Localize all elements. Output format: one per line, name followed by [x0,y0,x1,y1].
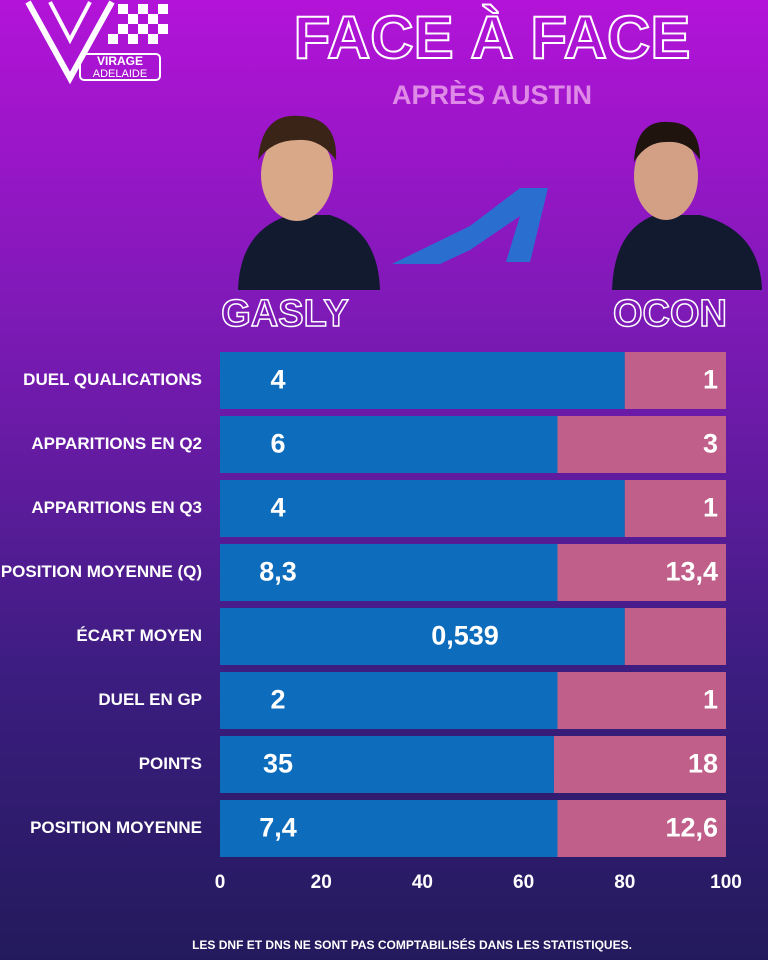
category-label: POSITION MOYENNE (Q) [1,562,202,581]
value-label: 2 [270,685,285,715]
bar-segment [220,672,558,729]
bar-segment [624,608,726,665]
bar-segment [220,352,625,409]
logo [25,0,168,85]
bar-segment [220,544,558,601]
bar-segment [557,672,726,729]
value-label: 3 [703,429,718,459]
chart-subtitle: APRÈS AUSTIN [392,79,592,110]
driver-photo [238,115,380,290]
bar-segment [557,544,726,601]
bar-segment [220,608,625,665]
value-label: 8,3 [259,557,297,587]
x-tick-label: 20 [311,872,332,893]
value-label: 35 [263,749,293,779]
footnote: LES DNF ET DNS NE SONT PAS COMPTABILISÉS… [192,937,632,952]
bar-segment [624,352,726,409]
bar-segment [624,480,726,537]
value-label: 4 [270,493,285,523]
value-label: 18 [688,749,718,779]
alpine-logo [392,188,548,264]
driver-photo [612,121,762,290]
bar-segment [220,480,625,537]
x-tick-label: 100 [710,872,742,893]
brand-city: ADELAIDE [93,68,147,80]
category-label: DUEL QUALICATIONS [23,370,202,389]
legend-label: OCON [613,293,727,335]
category-label: DUEL EN GP [98,690,202,709]
value-label: 13,4 [665,557,718,587]
legend-label: GASLY [221,293,348,335]
x-tick-label: 60 [513,872,534,893]
bar-segment [557,416,726,473]
bar-segment [553,736,726,793]
bar-segment [220,416,558,473]
category-label: POINTS [139,754,202,773]
category-label: ÉCART MOYEN [76,626,202,645]
bar-segment [557,800,726,857]
value-label: 1 [703,493,718,523]
value-label: 7,4 [259,813,297,843]
bar-segment [220,736,554,793]
value-label: 6 [270,429,285,459]
value-label: 4 [270,365,285,395]
brand-name: VIRAGE [97,54,143,68]
chart-title: FACE À FACE [294,4,691,71]
category-label: APPARITIONS EN Q3 [31,498,202,517]
category-label: APPARITIONS EN Q2 [31,434,202,453]
value-label: 12,6 [665,813,718,843]
x-tick-label: 0 [215,872,226,893]
category-label: POSITION MOYENNE [30,818,202,837]
value-label: 1 [703,685,718,715]
x-tick-label: 80 [614,872,635,893]
bar-segment [220,800,558,857]
value-label: 1 [703,365,718,395]
value-label: 0,539 [431,621,499,651]
x-tick-label: 40 [412,872,433,893]
